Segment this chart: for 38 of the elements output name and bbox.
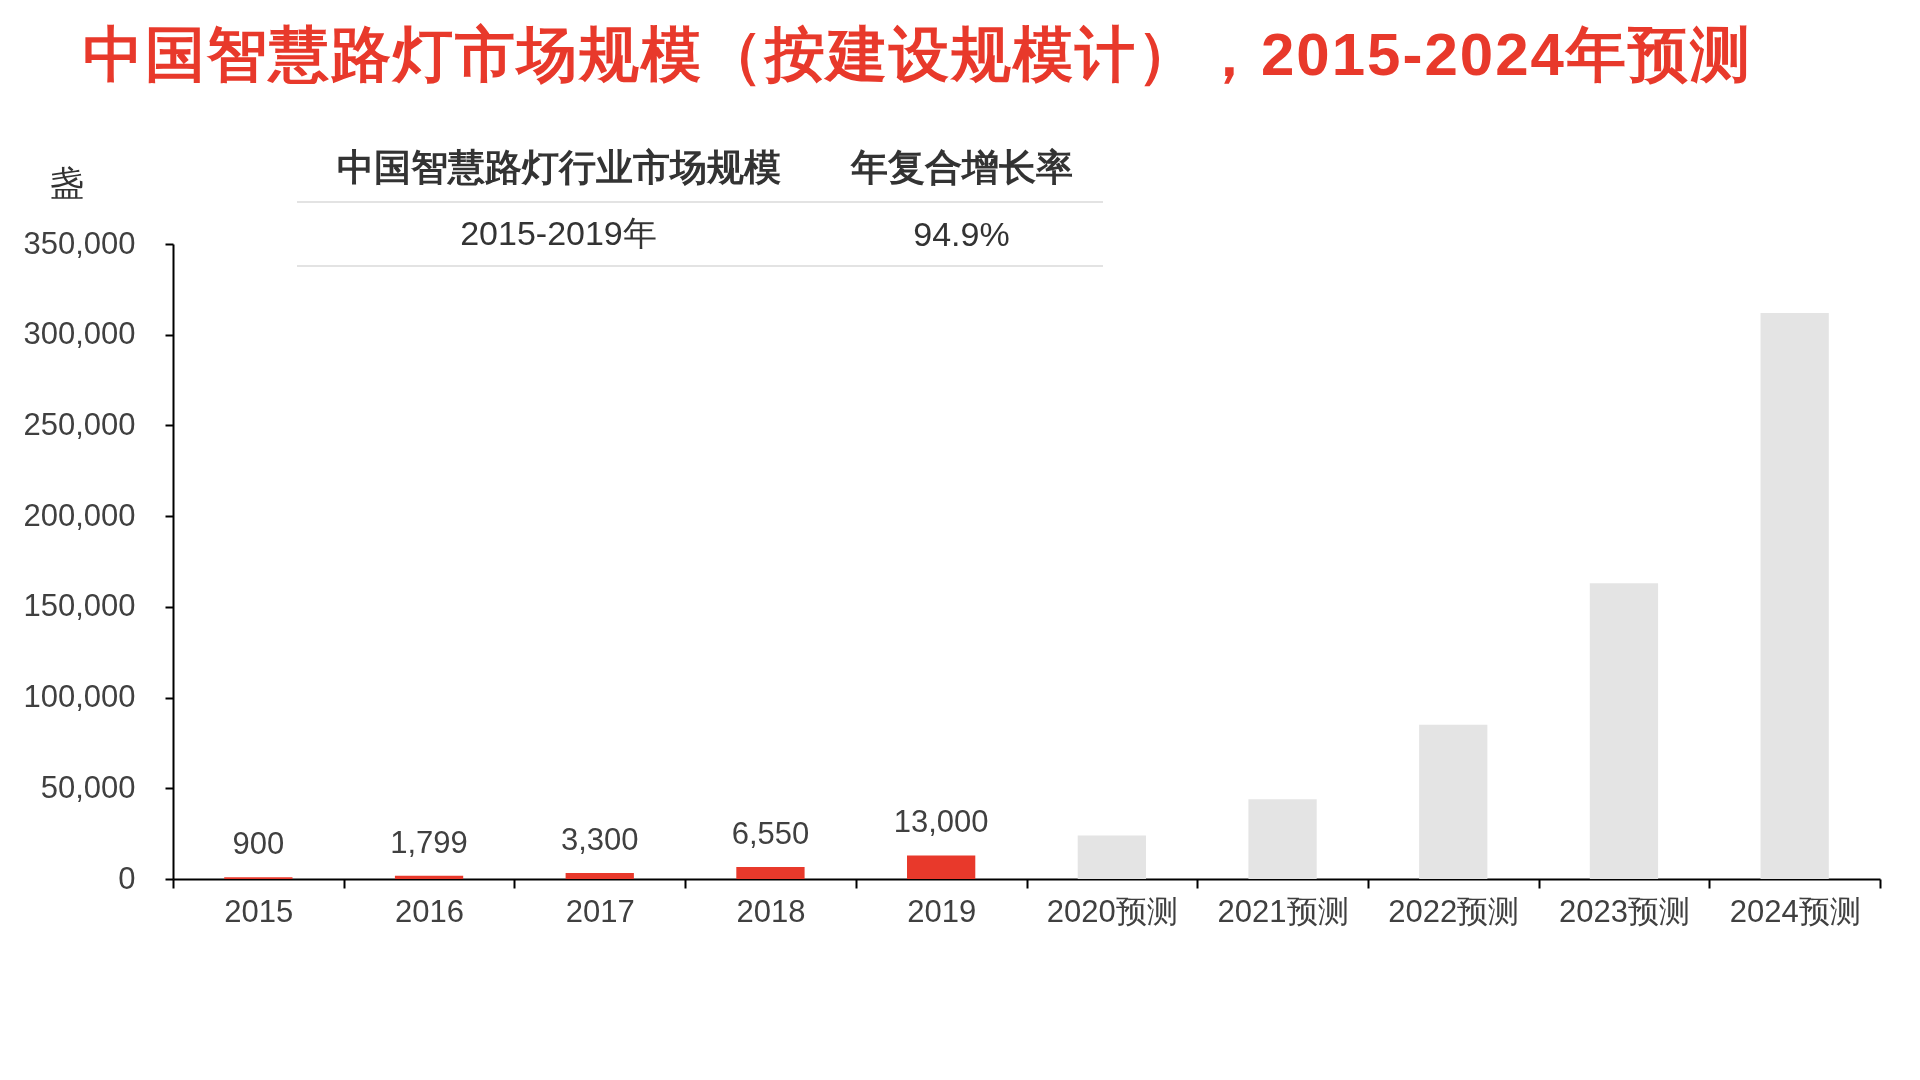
x-tick-label: 2018 <box>736 893 806 929</box>
y-tick-label: 350,000 <box>23 225 136 261</box>
bar <box>565 873 634 879</box>
annotation: 94.9% <box>912 213 1011 255</box>
chart-title: 中国智慧路灯市场规模（按建设规模计），2015-2024年预测 <box>83 21 1752 88</box>
data-label: 13,000 <box>893 804 989 840</box>
x-tick-label: 2015 <box>224 893 294 929</box>
y-tick-label: 150,000 <box>23 588 136 624</box>
y-tick-label: 200,000 <box>23 497 136 533</box>
y-axis-title: 盏 <box>49 163 84 202</box>
text: 中国智慧路灯行业市场规模 <box>335 146 782 190</box>
annotation: 2015-2019年 <box>459 213 658 254</box>
y-tick-label: 50,000 <box>40 769 136 805</box>
data-label: 6,550 <box>731 816 810 852</box>
x-tick-label: 2023预测 <box>1558 893 1690 929</box>
x-tick-label: 2020预测 <box>1046 893 1178 929</box>
bar <box>1248 799 1317 879</box>
y-tick-label: 100,000 <box>23 679 136 715</box>
bar <box>1419 724 1488 879</box>
text: 年复合增长率 <box>849 146 1074 190</box>
bar <box>1077 835 1146 879</box>
bar <box>907 855 976 879</box>
data-label: 3,300 <box>560 822 639 858</box>
bar <box>1589 583 1659 879</box>
x-tick-label: 2022预测 <box>1388 893 1520 929</box>
bar <box>394 875 464 879</box>
data-label: 900 <box>232 826 285 862</box>
x-tick-label: 2021预测 <box>1217 893 1349 929</box>
data-label: 1,799 <box>390 824 468 860</box>
y-tick-label: 250,000 <box>23 406 136 442</box>
x-tick-label: 2024预测 <box>1729 893 1861 929</box>
bar <box>1760 312 1829 879</box>
x-tick-label: 2019 <box>907 893 977 929</box>
y-tick-label: 0 <box>118 860 136 896</box>
bar <box>736 867 805 879</box>
y-tick-label: 300,000 <box>23 316 136 352</box>
x-tick-label: 2017 <box>565 893 635 929</box>
x-tick-label: 2016 <box>395 893 465 929</box>
